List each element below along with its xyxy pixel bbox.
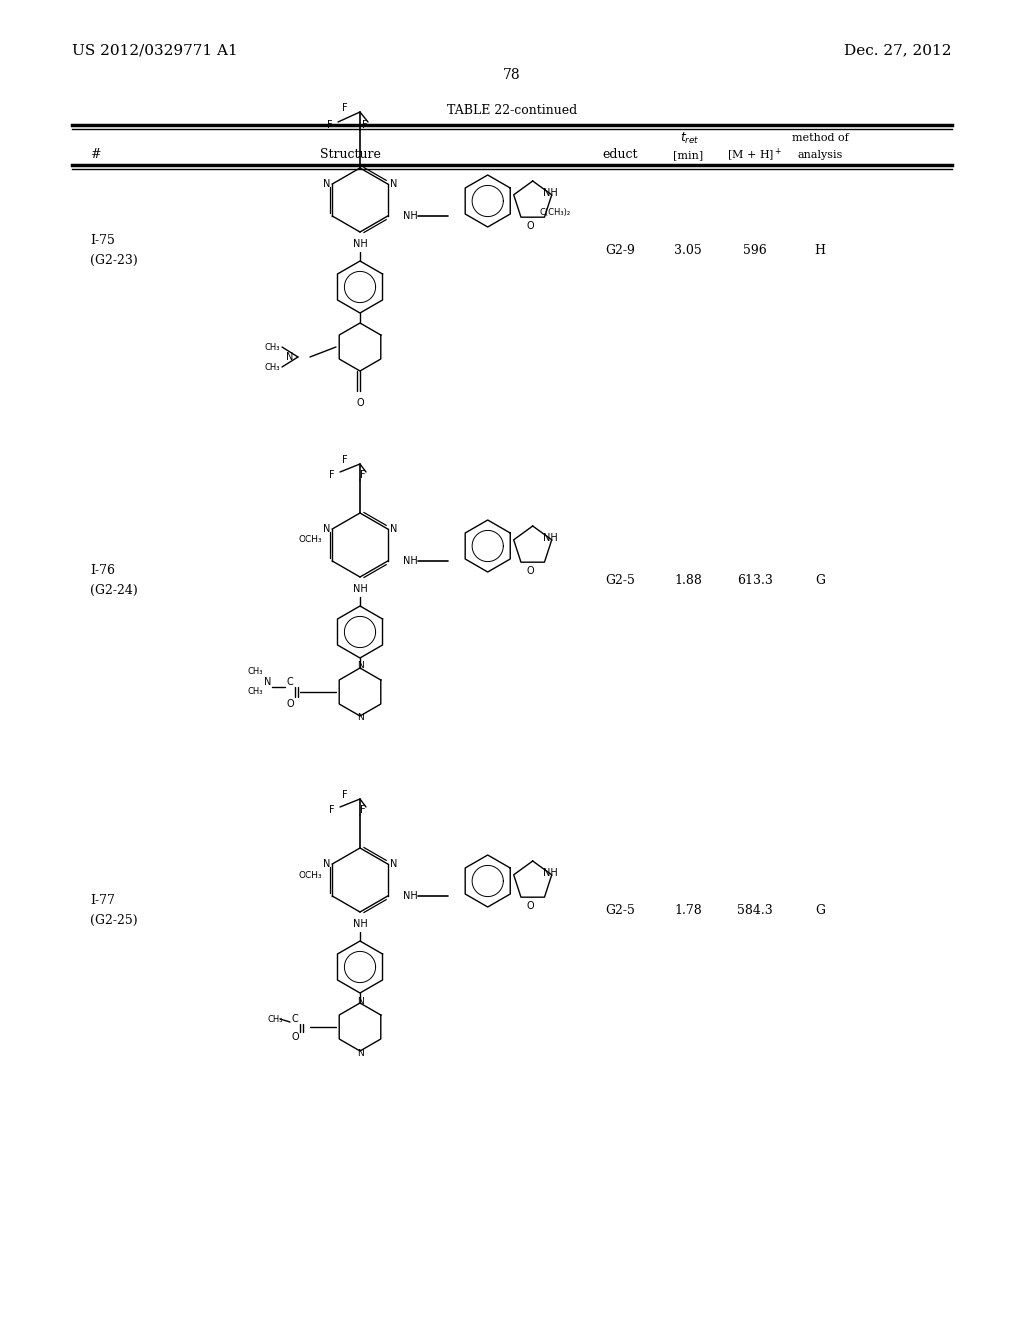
Text: CH₃: CH₃ [264,342,280,351]
Text: F: F [342,789,348,800]
Text: O: O [527,566,535,576]
Text: (G2-24): (G2-24) [90,583,138,597]
Text: F: F [360,470,366,480]
Text: NH: NH [402,556,418,566]
Text: G: G [815,903,825,916]
Text: C(CH₃)₂: C(CH₃)₂ [540,209,570,218]
Text: N: N [356,997,364,1006]
Text: G2-9: G2-9 [605,243,635,256]
Text: 3.05: 3.05 [674,243,701,256]
Text: 1.88: 1.88 [674,573,701,586]
Text: N: N [356,1048,364,1057]
Text: [M + H]$^+$: [M + H]$^+$ [727,147,782,164]
Text: F: F [342,103,348,114]
Text: O: O [527,902,535,911]
Text: O: O [356,399,364,408]
Text: O: O [286,700,294,709]
Text: F: F [360,805,366,814]
Text: N: N [390,859,397,869]
Text: 596: 596 [743,243,767,256]
Text: NH: NH [352,239,368,249]
Text: H: H [814,243,825,256]
Text: NH: NH [402,211,418,220]
Text: G: G [815,573,825,586]
Text: N: N [323,859,330,869]
Text: [min]: [min] [673,150,703,160]
Text: F: F [362,120,368,129]
Text: N: N [390,180,397,189]
Text: N: N [356,661,364,671]
Text: NH: NH [544,187,558,198]
Text: (G2-25): (G2-25) [90,913,137,927]
Text: CH₃: CH₃ [267,1015,283,1023]
Text: N: N [287,352,294,362]
Text: analysis: analysis [798,150,843,160]
Text: N: N [323,524,330,535]
Text: CH₃: CH₃ [247,688,263,697]
Text: C: C [287,677,293,686]
Text: (G2-23): (G2-23) [90,253,138,267]
Text: OCH₃: OCH₃ [298,536,322,544]
Text: I-77: I-77 [90,894,115,907]
Text: Dec. 27, 2012: Dec. 27, 2012 [845,44,952,57]
Text: US 2012/0329771 A1: US 2012/0329771 A1 [72,44,238,57]
Text: N: N [390,524,397,535]
Text: N: N [323,180,330,189]
Text: NH: NH [352,583,368,594]
Text: 78: 78 [503,69,521,82]
Text: N: N [264,677,271,686]
Text: O: O [291,1032,299,1041]
Text: 584.3: 584.3 [737,903,773,916]
Text: educt: educt [602,149,638,161]
Text: CH₃: CH₃ [264,363,280,371]
Text: method of: method of [792,133,848,143]
Text: F: F [329,805,335,814]
Text: 613.3: 613.3 [737,573,773,586]
Text: G2-5: G2-5 [605,903,635,916]
Text: F: F [342,455,348,465]
Text: NH: NH [544,869,558,878]
Text: I-75: I-75 [90,234,115,247]
Text: #: # [90,149,100,161]
Text: F: F [329,470,335,480]
Text: CH₃: CH₃ [247,668,263,676]
Text: NH: NH [402,891,418,902]
Text: OCH₃: OCH₃ [298,870,322,879]
Text: Structure: Structure [319,149,381,161]
Text: C: C [292,1014,298,1024]
Text: N: N [356,714,364,722]
Text: TABLE 22-continued: TABLE 22-continued [446,103,578,116]
Text: F: F [328,120,333,129]
Text: NH: NH [544,533,558,543]
Text: NH: NH [352,919,368,929]
Text: 1.78: 1.78 [674,903,701,916]
Text: O: O [527,220,535,231]
Text: $t_{ret}$: $t_{ret}$ [680,131,699,145]
Text: I-76: I-76 [90,564,115,577]
Text: G2-5: G2-5 [605,573,635,586]
